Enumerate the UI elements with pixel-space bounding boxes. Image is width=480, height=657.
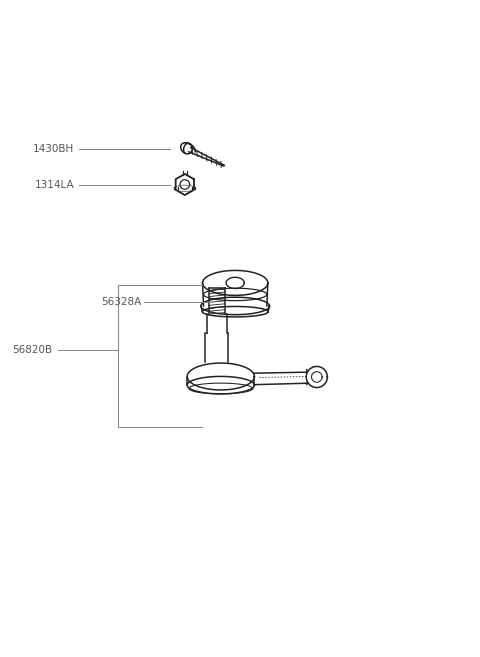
- Text: 1430BH: 1430BH: [33, 143, 74, 154]
- Text: 1314LA: 1314LA: [35, 179, 74, 189]
- Text: 56820B: 56820B: [12, 345, 53, 355]
- Text: 56328A: 56328A: [101, 297, 142, 307]
